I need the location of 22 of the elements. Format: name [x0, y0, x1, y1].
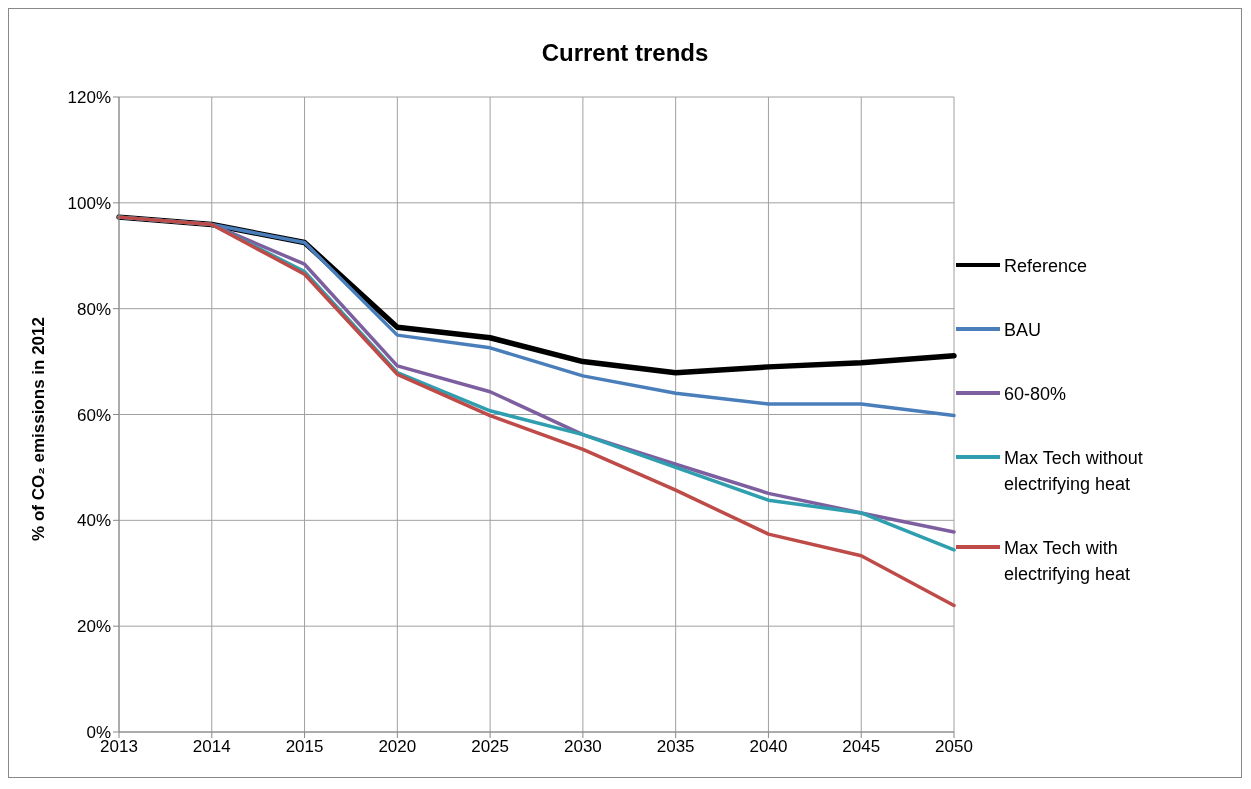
y-tick-label: 100% [67, 193, 111, 213]
x-tick-label: 2035 [656, 737, 695, 757]
x-tick-label: 2015 [285, 737, 324, 757]
y-tick-label: 40% [76, 511, 111, 531]
x-tick-label: 2014 [192, 737, 231, 757]
y-tick-label: 20% [76, 617, 111, 637]
chart-title: Current trends [540, 39, 710, 67]
x-tick-label: 2045 [842, 737, 881, 757]
y-tick-label: 60% [76, 405, 111, 425]
legend-label: BAU [1004, 318, 1042, 342]
y-tick-label: 80% [76, 299, 111, 319]
legend-label: Max Tech with electrifying heat [1004, 536, 1132, 586]
x-tick-label: 2025 [471, 737, 510, 757]
legend-label: 60-80% [1004, 382, 1068, 406]
legend-label: Reference [1004, 254, 1089, 278]
x-tick-label: 2050 [935, 737, 973, 757]
legend-label: Max Tech without electrifying heat [1004, 446, 1144, 496]
x-tick-label: 2040 [749, 737, 788, 757]
y-axis-title: % of CO₂ emissions in 2012 [29, 317, 49, 541]
x-tick-label: 2030 [563, 737, 602, 757]
x-tick-label: 2020 [378, 737, 417, 757]
y-tick-label: 120% [67, 88, 111, 108]
